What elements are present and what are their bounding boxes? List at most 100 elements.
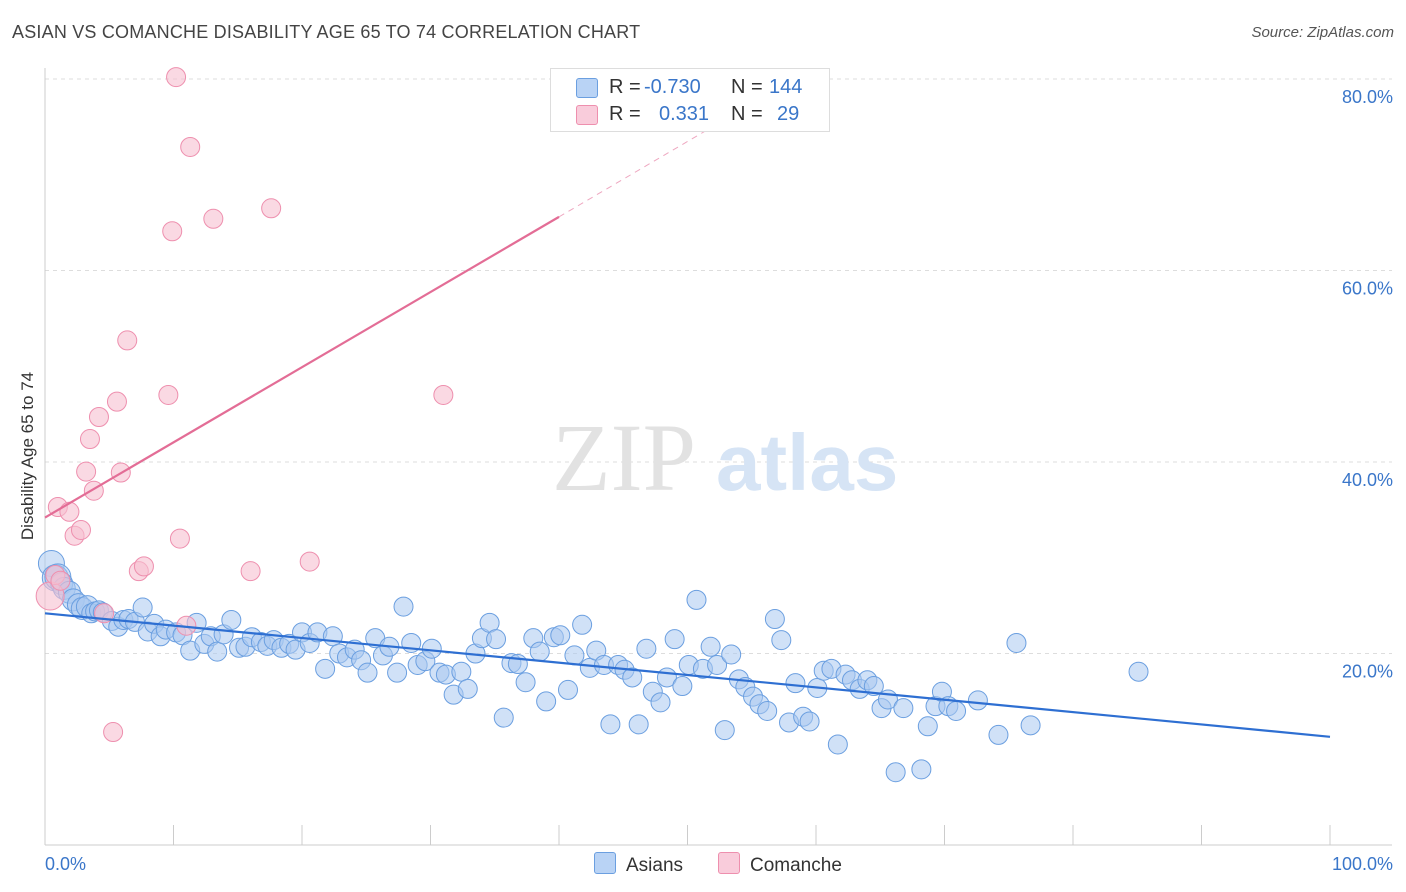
y-tick-label: 80.0% [1342,87,1393,107]
data-point-asians [707,654,728,675]
data-point-asians [893,698,914,719]
data-point-asians [457,678,478,699]
data-point-asians [421,638,442,659]
data-point-asians [1020,715,1041,736]
axes [44,68,1392,846]
trendline-comanche [44,215,560,519]
data-point-comanche [158,384,179,405]
data-point-asians [917,716,938,737]
y-tick-label: 60.0% [1342,279,1393,299]
watermark-atlas: atlas [716,418,898,507]
data-point-asians [771,630,792,651]
data-point-asians [486,629,507,650]
watermark-zip: ZIP [552,404,696,511]
y-tick-label: 20.0% [1342,662,1393,682]
data-point-comanche [76,461,97,482]
data-point-asians [664,629,685,650]
data-point-asians [322,626,343,647]
data-point-comanche [103,722,124,743]
data-point-comanche [59,501,80,522]
tick-labels: 20.0% 40.0% 60.0% 80.0% 0.0% 100.0% [45,87,1393,874]
data-point-asians [315,658,336,679]
data-point-asians [885,762,906,783]
data-point-asians [757,700,778,721]
data-point-comanche [117,330,138,351]
y-axis-label: Disability Age 65 to 74 [18,372,37,540]
data-point-asians [785,673,806,694]
data-point-asians [536,691,557,712]
legend-comanche-n-value: 29 [777,103,800,125]
legend-swatch-asians [576,78,598,98]
legend-asians-r-value: -0.730 [644,76,701,98]
data-point-comanche [261,198,282,219]
data-point-asians [564,645,585,666]
legend-row-comanche: R = 0.331 N = 29 [551,101,829,127]
data-point-asians [700,636,721,657]
trendline-asians [44,612,1331,738]
data-point-comanche [203,208,224,229]
bottom-legend-asians-label: Asians [626,855,684,876]
data-point-asians [946,700,967,721]
data-point-asians [357,662,378,683]
legend-comanche-r-value: 0.331 [659,103,710,125]
data-point-asians [622,667,643,688]
bottom-legend-comanche-label: Comanche [750,855,842,876]
data-point-asians [451,661,472,682]
data-point-asians [714,720,735,741]
data-point-asians [529,641,550,662]
data-point-asians [764,609,785,630]
legend-asians-n-label: N = [731,76,763,98]
data-point-asians [493,707,514,728]
data-point-asians [799,711,820,732]
x-tick-label: 0.0% [45,854,86,874]
legend-asians-r-label: R = [609,76,641,98]
legend-swatch-comanche [576,105,598,125]
bottom-legend-swatch-comanche [718,852,740,874]
data-point-comanche [166,67,187,88]
source-label: Source: ZipAtlas.com [1251,24,1394,41]
data-point-asians [550,625,571,646]
data-point-asians [686,589,707,610]
legend-asians-n-value: 144 [769,76,803,98]
data-point-comanche [106,391,127,412]
bottom-legend-swatch-asians [594,852,616,874]
y-tick-label: 40.0% [1342,470,1393,490]
legend-row-asians: R = -0.730 N = 144 [551,74,829,100]
series-comanche [35,67,454,743]
data-point-asians [132,597,153,618]
data-point-asians [557,679,578,700]
data-point-asians [863,676,884,697]
legend-comanche-r-label: R = [609,103,641,125]
data-point-comanche [79,429,100,450]
data-point-comanche [180,136,201,157]
data-point-comanche [240,561,261,582]
watermark: ZIP atlas [552,404,898,511]
data-point-comanche [162,221,183,242]
data-point-comanche [70,519,91,540]
data-point-comanche [50,570,71,591]
data-point-asians [827,734,848,755]
data-point-asians [636,638,657,659]
legend-comanche-n-label: N = [731,103,763,125]
bottom-legend-comanche: Comanche [718,852,842,877]
data-point-asians [672,676,693,697]
data-point-comanche [88,406,109,427]
x-tick-label: 100.0% [1332,854,1393,874]
data-point-asians [1006,632,1027,653]
data-point-asians [572,614,593,635]
data-point-comanche [133,556,154,577]
data-point-asians [967,690,988,711]
legend: R = -0.730 N = 144 R = 0.331 N = 29 [550,68,830,132]
data-point-comanche [299,551,320,572]
data-point-comanche [433,384,454,405]
data-point-asians [650,692,671,713]
data-point-asians [600,714,621,735]
data-point-asians [1128,661,1149,682]
data-point-asians [221,609,242,630]
data-point-asians [387,662,408,683]
data-point-asians [721,644,742,665]
chart-title: ASIAN VS COMANCHE DISABILITY AGE 65 TO 7… [12,22,641,42]
data-point-asians [911,759,932,780]
bottom-legend-asians: Asians [594,852,683,877]
